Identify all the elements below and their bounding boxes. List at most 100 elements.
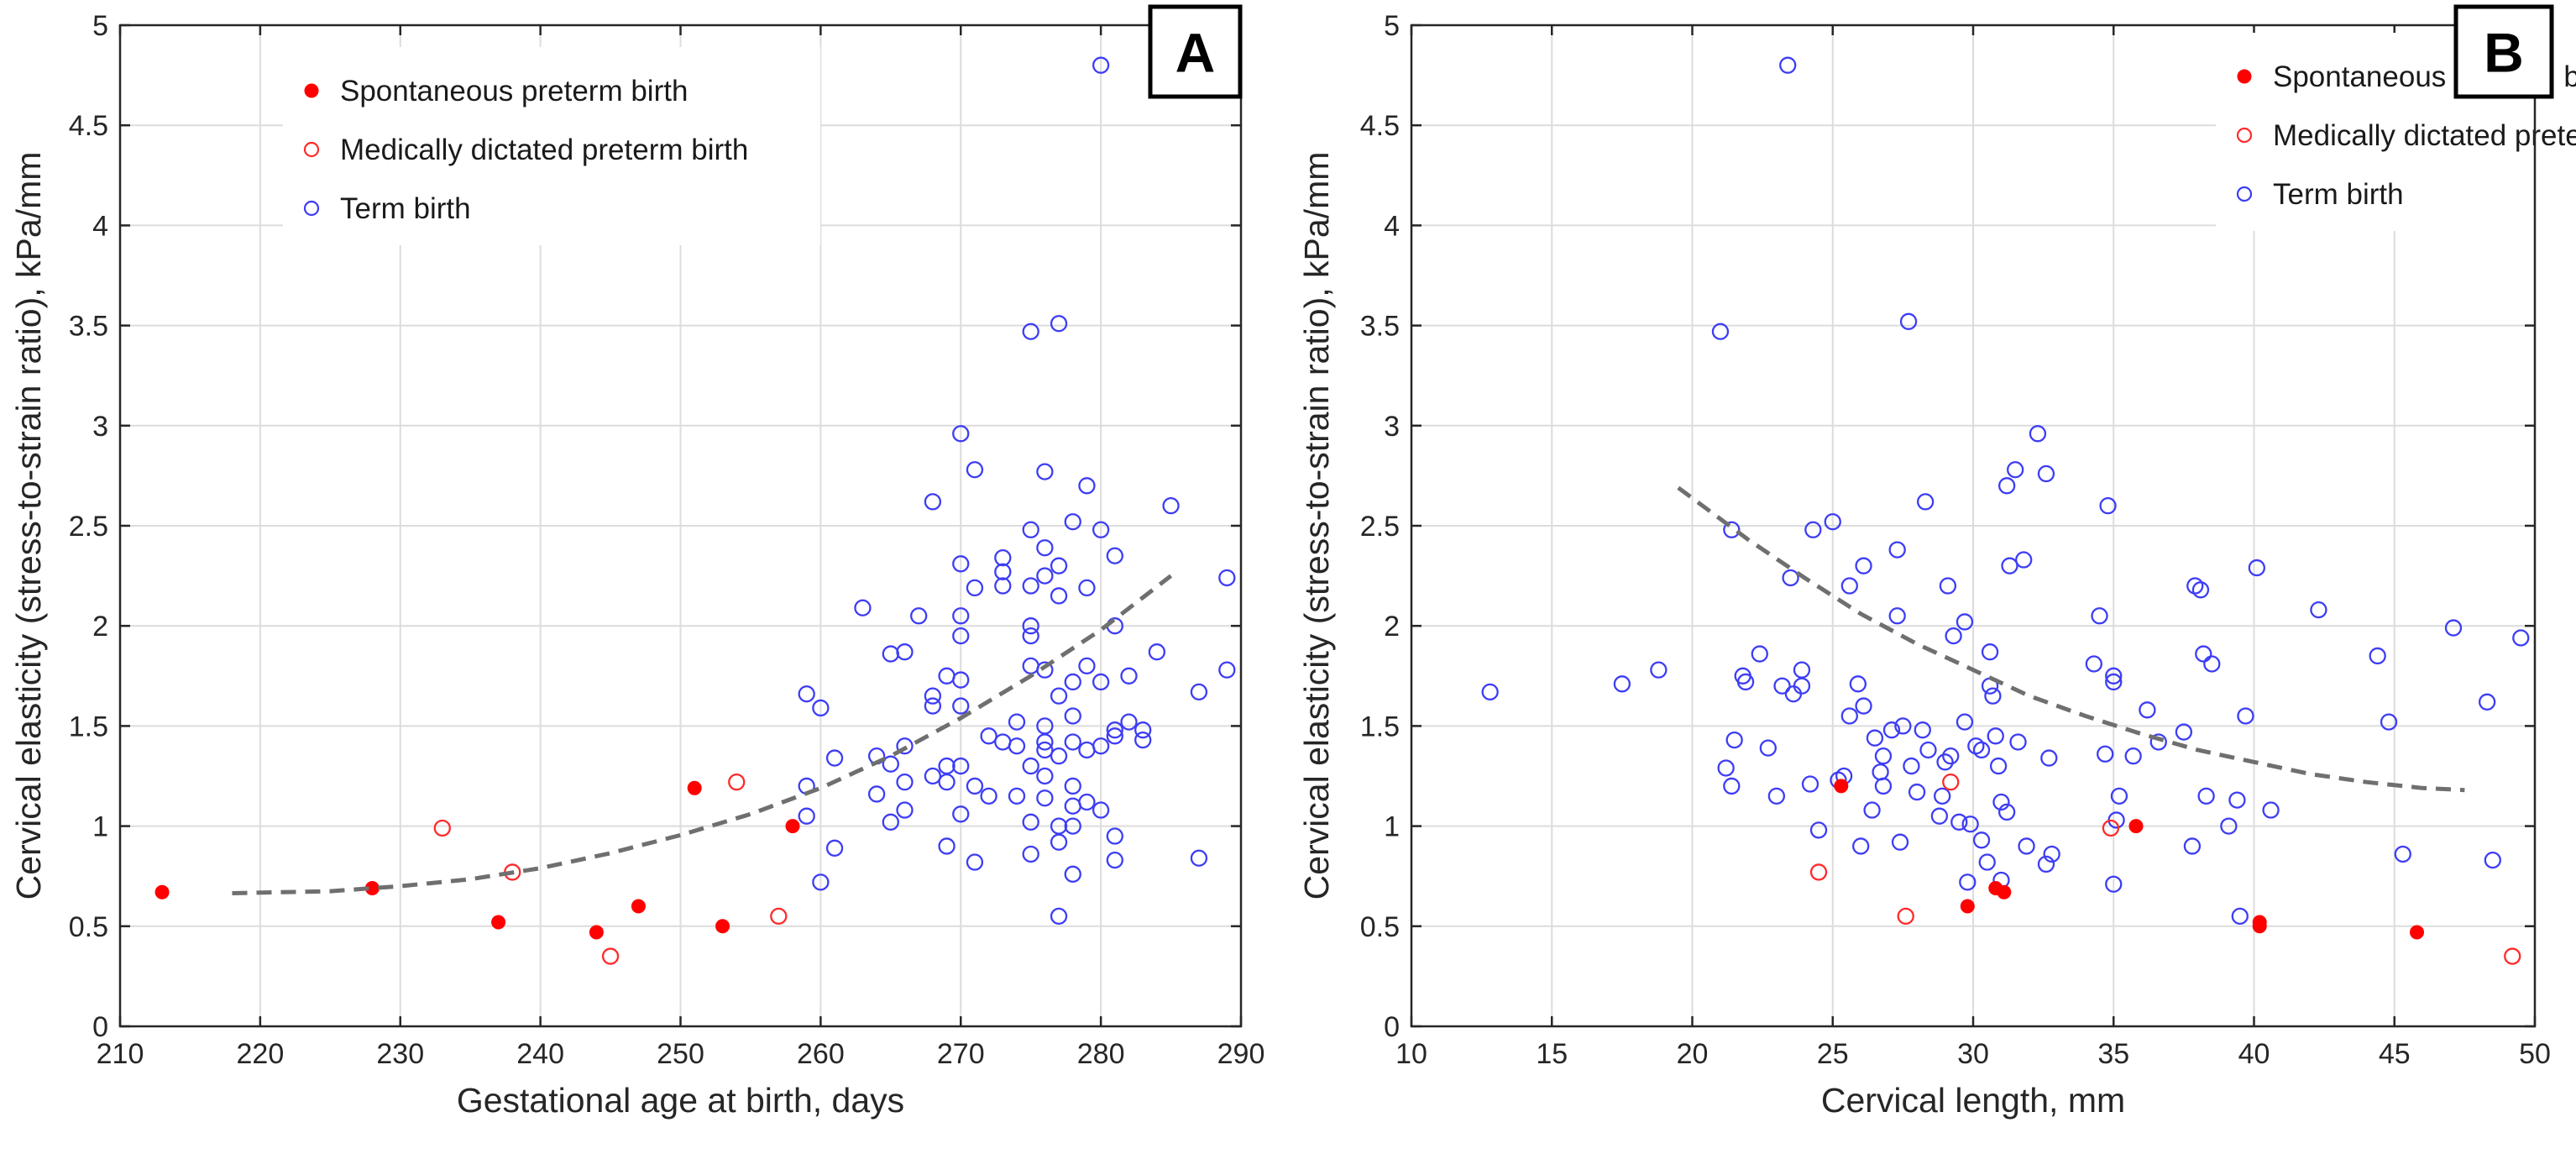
data-point-term xyxy=(1852,837,1870,855)
y-tick-label: 3.5 xyxy=(1360,311,1400,343)
data-point-term xyxy=(2110,787,2128,805)
x-tick-label: 30 xyxy=(1957,1038,1989,1070)
panel-letter-box xyxy=(1148,4,1243,99)
data-point-term xyxy=(1956,713,1974,731)
data-point-term xyxy=(994,548,1012,567)
data-point-term xyxy=(1022,521,1039,538)
data-point-term xyxy=(1855,697,1872,715)
y-tick-label: 0.5 xyxy=(69,911,108,943)
data-point-term xyxy=(2197,787,2215,805)
data-point-term xyxy=(2037,855,2055,873)
data-point-term xyxy=(1050,747,1068,765)
data-point-term xyxy=(1959,873,1977,891)
data-point-term xyxy=(2040,749,2058,767)
data-point-term xyxy=(966,461,984,479)
data-point-term xyxy=(2394,845,2411,863)
data-point-term xyxy=(2191,581,2210,599)
data-point-term xyxy=(896,643,914,661)
data-point-term xyxy=(1751,645,1768,663)
data-point-term xyxy=(924,767,942,785)
data-point-term xyxy=(1148,643,1166,661)
y-tick-label: 3.5 xyxy=(69,311,108,343)
data-point-term xyxy=(1134,731,1152,749)
data-point-term xyxy=(2248,559,2265,577)
data-point-term xyxy=(1650,661,1668,679)
data-point-spontaneous xyxy=(687,780,702,795)
data-point-term xyxy=(1773,677,1791,695)
data-point-term xyxy=(1882,721,1901,739)
panel-a: 210 220 230 240 250 260 270 280 290 0 0.5 1 1.5 2 2.5 3… xyxy=(9,4,1264,1120)
data-point-term xyxy=(1064,707,1081,725)
data-point-term xyxy=(1899,312,1918,330)
data-point-term xyxy=(1050,833,1068,851)
legend-entry: Term birth xyxy=(2273,178,2404,211)
data-point-term xyxy=(980,727,997,745)
data-point-term xyxy=(1613,675,1631,693)
y-tick-label: 4 xyxy=(92,210,108,242)
data-point-term xyxy=(2231,907,2249,926)
data-point-term xyxy=(1804,521,1822,538)
panel-letter: A xyxy=(1175,22,1216,84)
data-point-term xyxy=(1903,757,1920,775)
data-point-term xyxy=(938,837,956,855)
panel-letter: B xyxy=(2484,22,2524,84)
data-point-term xyxy=(2195,645,2212,663)
y-tick-label: 0.5 xyxy=(1360,911,1400,943)
data-point-term xyxy=(1916,493,1935,511)
data-point-term xyxy=(1106,851,1123,869)
data-point-term xyxy=(1036,767,1054,785)
data-point-term xyxy=(2099,497,2117,515)
data-point-term xyxy=(812,873,830,891)
panel-letter-box xyxy=(2453,4,2554,99)
plot-frame xyxy=(1410,24,2537,1028)
data-point-term xyxy=(1008,787,1026,805)
data-point-medical xyxy=(1897,907,1914,926)
data-point-term xyxy=(896,774,914,791)
data-point-term xyxy=(1092,801,1110,819)
data-point-term xyxy=(2183,837,2202,855)
data-point-term xyxy=(1894,717,1912,735)
data-point-term xyxy=(1997,477,2016,495)
x-tick-label: 260 xyxy=(797,1038,845,1070)
data-point-term xyxy=(1036,733,1054,751)
data-point-term xyxy=(1078,657,1096,675)
data-point-term xyxy=(1793,677,1811,695)
x-tick-label: 240 xyxy=(516,1038,564,1070)
x-tick-label: 50 xyxy=(2519,1038,2551,1070)
chart-b: 10 15 20 25 30 35 40 45 50 0 0.5 1 1.5 2 2.5 3 3.5 4 4.5 5 C… xyxy=(1297,4,2576,1120)
x-axis-label: Gestational age at birth, days xyxy=(457,1081,904,1120)
data-point-term xyxy=(1956,613,1974,631)
data-point-term xyxy=(952,757,970,775)
data-point-medical xyxy=(2102,819,2120,837)
y-tick-label: 4 xyxy=(1384,210,1400,242)
data-point-term xyxy=(1106,721,1123,739)
data-point-term xyxy=(1022,757,1039,775)
y-axis-label: Cervical elasticity (stress-to-strain ra… xyxy=(9,152,48,900)
data-point-term xyxy=(1022,845,1039,863)
x-tick-label: 20 xyxy=(1677,1038,1709,1070)
data-point-term xyxy=(2105,673,2123,691)
data-point-term xyxy=(924,697,942,715)
data-point-term xyxy=(1736,673,1755,691)
data-point-term xyxy=(1078,477,1096,495)
data-point-term xyxy=(1919,741,1937,759)
data-point-term xyxy=(952,671,970,689)
y-tick-label: 1.5 xyxy=(69,711,108,742)
data-point-term xyxy=(1106,827,1123,845)
data-point-term xyxy=(2139,701,2156,719)
data-point-term xyxy=(1134,721,1152,739)
legend-entry: Spontaneous preterm birth xyxy=(340,75,688,108)
data-point-term xyxy=(1711,323,1730,340)
data-point-term xyxy=(854,599,872,616)
data-point-term xyxy=(2091,607,2108,625)
data-point-term xyxy=(1036,463,1054,480)
x-tick-label: 280 xyxy=(1077,1038,1125,1070)
data-point-term xyxy=(1782,569,1799,587)
data-point-term xyxy=(1064,865,1081,883)
data-point-term xyxy=(1866,729,1884,747)
x-tick-label: 35 xyxy=(2097,1038,2129,1070)
data-point-term xyxy=(1997,803,2016,821)
x-tick-label: 230 xyxy=(376,1038,424,1070)
data-point-term xyxy=(952,805,970,823)
data-point-term xyxy=(867,785,886,803)
